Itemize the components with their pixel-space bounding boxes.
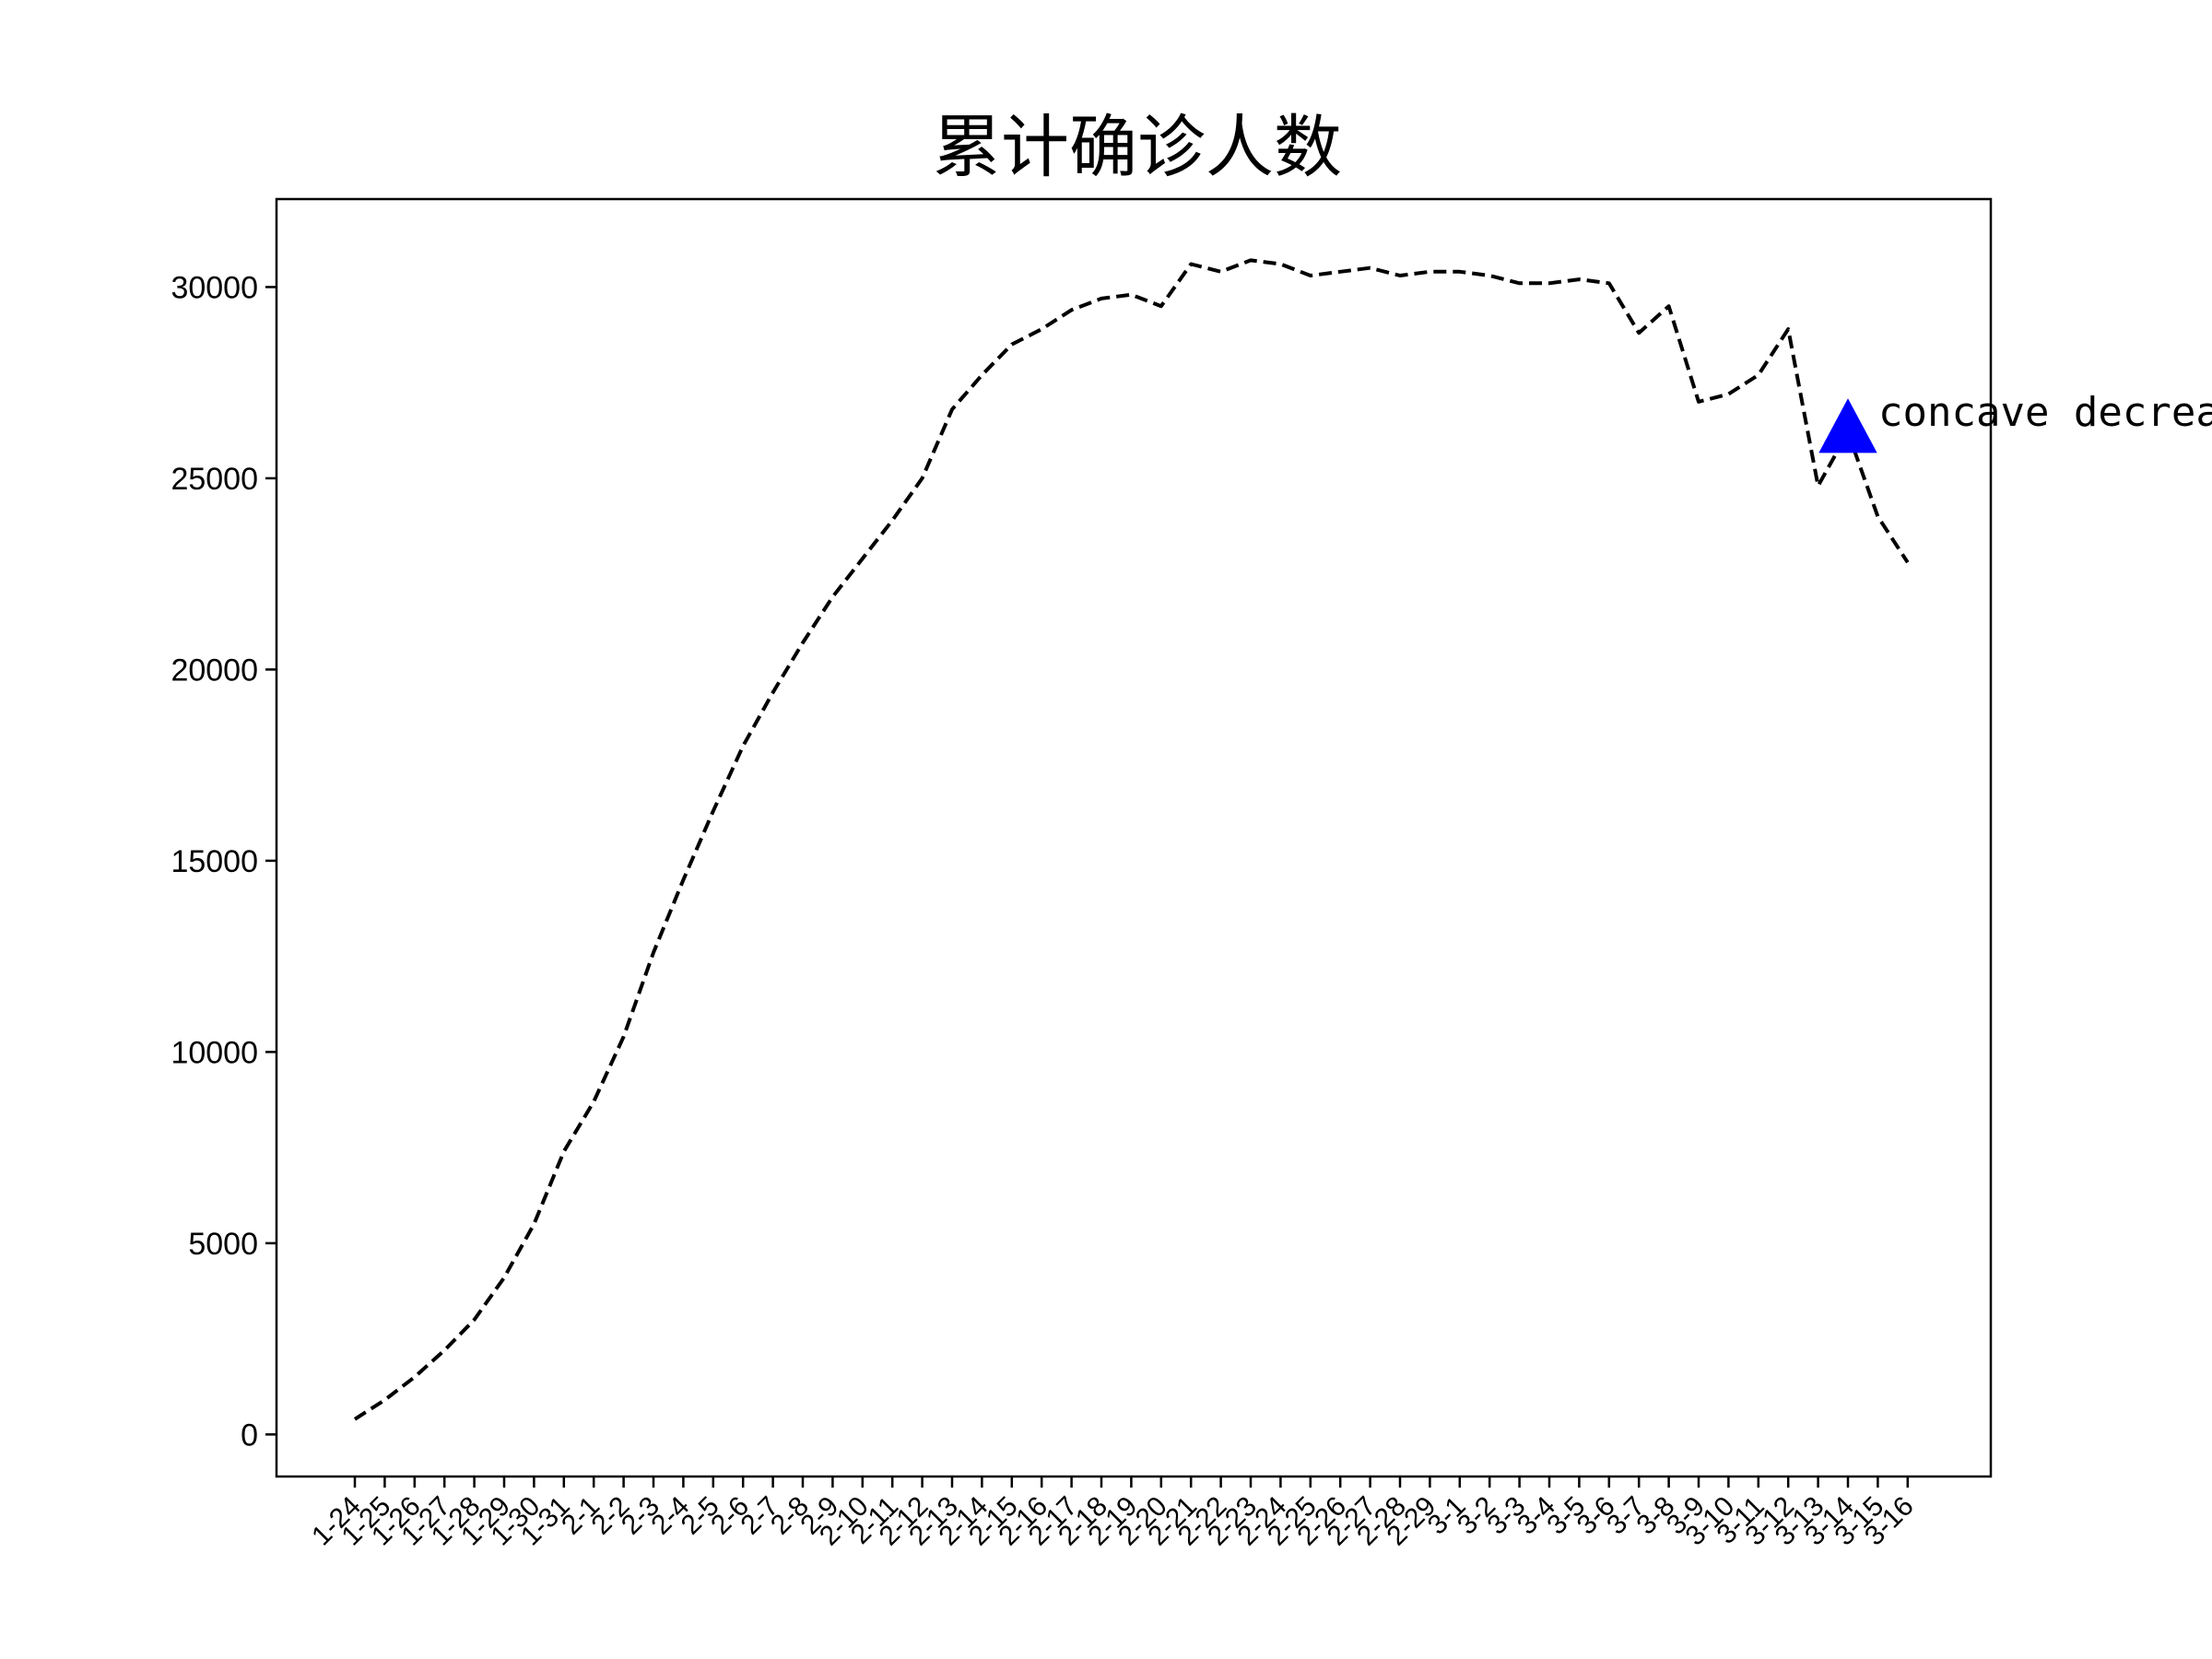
y-tick-label: 30000 xyxy=(171,270,258,305)
y-tick-label: 20000 xyxy=(171,653,258,688)
y-tick-label: 25000 xyxy=(171,462,258,497)
chart-title: 累计确诊人数 xyxy=(933,108,1342,187)
x-axis: 1-241-251-261-271-281-291-301-312-12-22-… xyxy=(306,1477,1920,1551)
series-line xyxy=(353,258,1910,1421)
y-tick-label: 5000 xyxy=(188,1227,258,1262)
y-axis: 0 5000 10000 15000 20000 25000 30000 xyxy=(171,270,276,1453)
annotation-triangle-marker xyxy=(1818,398,1877,453)
y-tick-label: 0 xyxy=(241,1418,258,1453)
plot-area xyxy=(275,197,1993,1478)
annotation-layer: concave decrease xyxy=(1818,389,2212,453)
y-tick-label: 15000 xyxy=(171,844,258,879)
y-tick-label: 10000 xyxy=(171,1035,258,1070)
series-layer xyxy=(353,258,1910,1421)
annotation-label: concave decrease xyxy=(1878,389,2212,436)
